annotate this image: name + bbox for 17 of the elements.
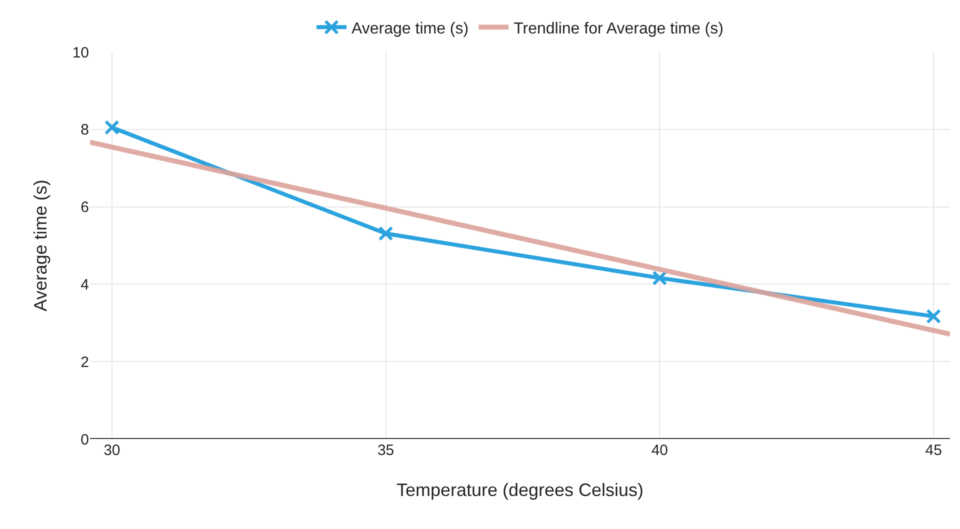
y-tick-label: 0	[80, 431, 89, 448]
legend-label: Trendline for Average time (s)	[514, 20, 724, 38]
y-axis-title: Average time (s)	[30, 180, 51, 312]
x-tick-label: 40	[651, 442, 668, 459]
point	[926, 308, 942, 324]
y-tick-label: 8	[80, 122, 89, 139]
point	[378, 226, 394, 241]
y-tick-label: 6	[80, 199, 89, 216]
x-tick-label: 35	[377, 442, 394, 459]
y-tick-label: 2	[80, 354, 89, 371]
x-tick-label: 45	[925, 442, 942, 459]
x-tick-label: 30	[104, 442, 120, 459]
point	[104, 120, 120, 135]
y-tick-label: 10	[72, 44, 89, 62]
legend-label: Average time (s)	[352, 20, 469, 38]
x-axis-title: Temperature (degrees Celsius)	[396, 480, 644, 500]
y-tick-label: 4	[80, 276, 89, 294]
